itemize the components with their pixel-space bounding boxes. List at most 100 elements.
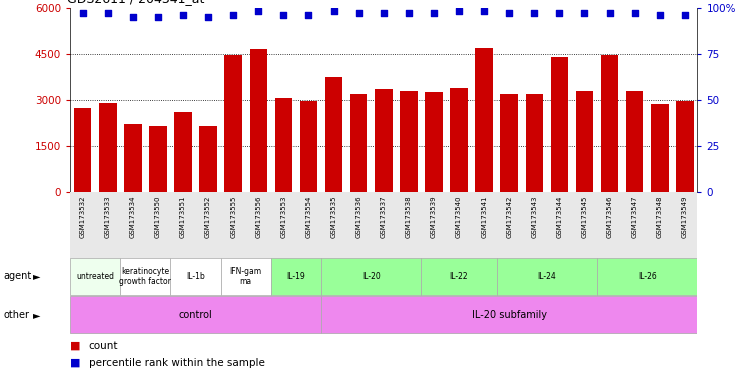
- Bar: [275, 98, 292, 192]
- Text: untreated: untreated: [76, 272, 114, 281]
- Bar: [224, 55, 242, 192]
- Bar: [475, 48, 493, 192]
- Text: GSM173542: GSM173542: [506, 195, 512, 238]
- Bar: [321, 296, 697, 333]
- Point: [679, 12, 691, 18]
- Bar: [170, 258, 221, 295]
- Bar: [325, 77, 342, 192]
- Point: [428, 10, 440, 16]
- Point: [252, 8, 264, 15]
- Bar: [350, 94, 368, 192]
- Bar: [626, 91, 644, 192]
- Point: [303, 12, 314, 18]
- Text: IL-19: IL-19: [286, 272, 306, 281]
- Bar: [70, 296, 321, 333]
- Point: [127, 14, 139, 20]
- Text: GDS2611 / 204341_at: GDS2611 / 204341_at: [67, 0, 204, 5]
- Point: [604, 10, 615, 16]
- Point: [227, 12, 239, 18]
- Text: count: count: [89, 341, 118, 351]
- Text: GSM173539: GSM173539: [431, 195, 437, 238]
- Bar: [676, 101, 694, 192]
- Bar: [576, 91, 593, 192]
- Text: GSM173555: GSM173555: [230, 195, 236, 238]
- Bar: [525, 94, 543, 192]
- Text: GSM173554: GSM173554: [306, 195, 311, 238]
- Text: GSM173534: GSM173534: [130, 195, 136, 238]
- Point: [478, 8, 490, 15]
- Text: IL-1b: IL-1b: [186, 272, 205, 281]
- Text: ►: ►: [33, 271, 41, 281]
- Text: other: other: [4, 310, 30, 320]
- Text: IL-24: IL-24: [537, 272, 556, 281]
- Bar: [651, 104, 669, 192]
- Point: [277, 12, 289, 18]
- Point: [554, 10, 565, 16]
- Text: IL-26: IL-26: [638, 272, 657, 281]
- Text: IL-20 subfamily: IL-20 subfamily: [472, 310, 547, 320]
- Bar: [74, 108, 92, 192]
- Bar: [321, 258, 421, 295]
- Text: GSM173553: GSM173553: [280, 195, 286, 238]
- Bar: [425, 92, 443, 192]
- Bar: [497, 258, 597, 295]
- Point: [453, 8, 465, 15]
- Bar: [450, 88, 468, 192]
- Point: [528, 10, 540, 16]
- Text: GSM173546: GSM173546: [607, 195, 613, 238]
- Bar: [375, 89, 393, 192]
- Bar: [120, 258, 170, 295]
- Bar: [601, 55, 618, 192]
- Text: GSM173538: GSM173538: [406, 195, 412, 238]
- Point: [403, 10, 415, 16]
- Point: [654, 12, 666, 18]
- Text: GSM173550: GSM173550: [155, 195, 161, 238]
- Text: GSM173551: GSM173551: [180, 195, 186, 238]
- Bar: [174, 112, 192, 192]
- Text: GSM173541: GSM173541: [481, 195, 487, 238]
- Point: [152, 14, 164, 20]
- Point: [503, 10, 515, 16]
- Bar: [99, 103, 117, 192]
- Text: IFN-gam
ma: IFN-gam ma: [230, 267, 262, 286]
- Point: [77, 10, 89, 16]
- Text: agent: agent: [4, 271, 32, 281]
- Bar: [500, 94, 518, 192]
- Text: ►: ►: [33, 310, 41, 320]
- Bar: [551, 57, 568, 192]
- Text: GSM173543: GSM173543: [531, 195, 537, 238]
- Text: GSM173552: GSM173552: [205, 195, 211, 238]
- Text: ■: ■: [70, 341, 80, 351]
- Point: [102, 10, 114, 16]
- Bar: [421, 258, 497, 295]
- Point: [202, 14, 214, 20]
- Bar: [149, 126, 167, 192]
- Text: ■: ■: [70, 358, 80, 368]
- Point: [629, 10, 641, 16]
- Bar: [400, 91, 418, 192]
- Bar: [597, 258, 697, 295]
- Text: GSM173537: GSM173537: [381, 195, 387, 238]
- Text: GSM173549: GSM173549: [682, 195, 688, 238]
- Text: GSM173548: GSM173548: [657, 195, 663, 238]
- Text: GSM173536: GSM173536: [356, 195, 362, 238]
- Text: GSM173533: GSM173533: [105, 195, 111, 238]
- Text: control: control: [179, 310, 213, 320]
- Text: GSM173540: GSM173540: [456, 195, 462, 238]
- Point: [378, 10, 390, 16]
- Bar: [70, 258, 120, 295]
- Point: [328, 8, 339, 15]
- Text: GSM173535: GSM173535: [331, 195, 337, 238]
- Bar: [199, 126, 217, 192]
- Point: [177, 12, 189, 18]
- Text: GSM173547: GSM173547: [632, 195, 638, 238]
- Bar: [249, 49, 267, 192]
- Text: IL-20: IL-20: [362, 272, 381, 281]
- Point: [353, 10, 365, 16]
- Bar: [221, 258, 271, 295]
- Bar: [300, 101, 317, 192]
- Text: GSM173544: GSM173544: [556, 195, 562, 238]
- Text: GSM173545: GSM173545: [582, 195, 587, 238]
- Bar: [271, 258, 321, 295]
- Text: IL-22: IL-22: [449, 272, 469, 281]
